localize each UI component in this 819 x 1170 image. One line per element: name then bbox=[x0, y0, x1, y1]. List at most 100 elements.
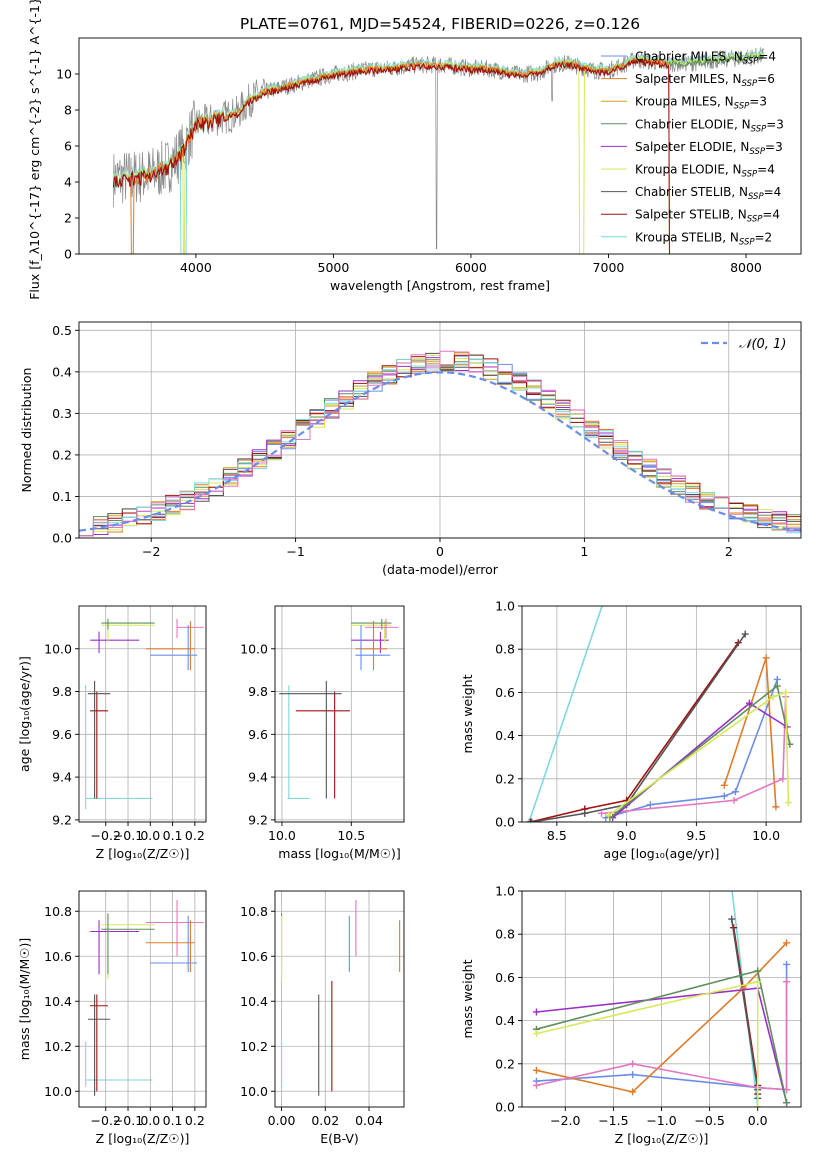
y-tick-label: 10.6 bbox=[240, 949, 268, 964]
weight-point-marker bbox=[598, 809, 606, 817]
y-tick-label: 0.4 bbox=[52, 364, 72, 379]
gaussian-curve bbox=[79, 371, 801, 532]
panel-residuals: 𝒩(0, 1) −2 −1 0 1 2 0.0 0.1 0.2 0.3 0.4 0.5 (data-mo… bbox=[19, 321, 802, 577]
legend-label: Chabrier ELODIE, NSSP=3 bbox=[635, 117, 784, 134]
y-tick-label: 9.6 bbox=[52, 727, 72, 742]
y-tick-label: 8 bbox=[64, 103, 72, 118]
weight-point-marker bbox=[782, 688, 790, 696]
y-tick-label: 0.8 bbox=[495, 642, 515, 657]
x-tick-label: 2 bbox=[725, 544, 733, 559]
x-tick-label: −2.0 bbox=[550, 1113, 580, 1128]
x-tick-label: −0.2 bbox=[91, 1113, 121, 1128]
y-tick-label: 0 bbox=[64, 247, 72, 262]
y-tick-label: 10 bbox=[56, 67, 72, 82]
y-axis-label: mass [log₁₀(M/M☉)] bbox=[17, 938, 32, 1060]
y-tick-label: 0.6 bbox=[495, 970, 515, 985]
weight-point-marker bbox=[741, 630, 749, 638]
legend-label: Kroupa STELIB, NSSP=2 bbox=[635, 230, 772, 247]
spectrum-model-line bbox=[112, 49, 765, 254]
y-tick-label: 1.0 bbox=[495, 884, 515, 899]
x-axis-label: mass [log₁₀(M/M☉)] bbox=[278, 846, 400, 861]
histogram-step bbox=[79, 350, 801, 537]
plot-area bbox=[79, 606, 206, 822]
x-tick-label: 0.04 bbox=[355, 1113, 383, 1128]
histogram-step bbox=[79, 352, 801, 537]
weight-point-marker bbox=[629, 1060, 637, 1068]
x-tick-label: −0.2 bbox=[91, 828, 121, 843]
y-tick-label: 0.0 bbox=[52, 531, 72, 546]
y-tick-label: 10.2 bbox=[44, 1039, 72, 1054]
weight-point-marker bbox=[604, 812, 612, 820]
axes-frame bbox=[274, 605, 405, 823]
x-tick-label: 7000 bbox=[593, 260, 625, 275]
weight-point-marker bbox=[754, 1103, 762, 1107]
x-tick-label: 1 bbox=[580, 544, 588, 559]
y-tick-label: 10.8 bbox=[44, 904, 72, 919]
weight-point-marker bbox=[773, 682, 781, 690]
legend-label: Kroupa ELODIE, NSSP=4 bbox=[635, 163, 775, 180]
weight-point-marker bbox=[754, 967, 762, 975]
y-tick-label: 0.3 bbox=[52, 406, 72, 421]
weight-point-marker bbox=[532, 1030, 540, 1038]
weight-point-marker bbox=[526, 818, 534, 822]
weight-point-marker bbox=[731, 788, 739, 796]
y-axis-label: Flux [f_λ10^{-17} erg cm^{-2} s^{-1} A^{… bbox=[27, 0, 42, 300]
x-tick-label: 0.2 bbox=[185, 828, 205, 843]
legend-label: 𝒩(0, 1) bbox=[739, 337, 786, 352]
x-tick-label: 10.5 bbox=[337, 828, 365, 843]
y-tick-label: 10.8 bbox=[240, 904, 268, 919]
x-tick-label: 0.0 bbox=[140, 828, 160, 843]
histogram-step bbox=[79, 352, 801, 537]
legend-label: Chabrier STELIB, NSSP=4 bbox=[635, 185, 781, 202]
x-tick-label: 0.00 bbox=[268, 1113, 296, 1128]
x-tick-label: 4000 bbox=[180, 260, 212, 275]
x-tick-label: −2 bbox=[142, 544, 160, 559]
y-tick-label: 0.2 bbox=[495, 771, 515, 786]
x-tick-label: 0.2 bbox=[185, 1113, 205, 1128]
weight-point-marker bbox=[720, 792, 728, 800]
weight-series-line bbox=[612, 702, 788, 819]
plot-area bbox=[275, 606, 404, 822]
weight-point-marker bbox=[783, 1099, 791, 1107]
y-tick-label: 0.0 bbox=[495, 1100, 515, 1115]
weight-point-marker bbox=[532, 1066, 540, 1074]
y-axis-label: mass weight bbox=[460, 674, 475, 753]
panel-mass_vs_Z: −0.2−0.10.0 0.1 0.2 10.0 10.2 10.4 10.6 10.8 Z [… bbox=[17, 890, 207, 1146]
x-tick-label: 10.0 bbox=[268, 828, 296, 843]
weight-point-marker bbox=[528, 818, 536, 822]
y-tick-label: 9.2 bbox=[248, 812, 268, 827]
y-tick-label: 0.1 bbox=[52, 489, 72, 504]
weight-point-marker bbox=[730, 796, 738, 804]
x-tick-label: 0.1 bbox=[163, 1113, 183, 1128]
x-tick-label: −0.5 bbox=[694, 1113, 724, 1128]
weight-point-marker bbox=[773, 675, 781, 683]
histogram-step bbox=[79, 358, 801, 537]
panel-spectrum: Chabrier MILES, NSSP=4 Salpeter MILES, NS… bbox=[27, 0, 802, 300]
x-tick-label: 0.0 bbox=[748, 1113, 768, 1128]
weight-series-line bbox=[608, 691, 790, 817]
y-tick-label: 0.5 bbox=[52, 323, 72, 338]
weight-point-marker bbox=[784, 799, 792, 807]
y-axis-label: mass weight bbox=[460, 959, 475, 1038]
panel-weight_vs_age: 8.5 9.0 9.5 10.0 0.0 0.2 0.4 0.6 0.8 1.0 age [log₁… bbox=[460, 599, 802, 861]
weight-series-line bbox=[531, 633, 746, 822]
x-axis-label: Z [log₁₀(Z/Z☉)] bbox=[96, 846, 190, 861]
x-axis-label: (data-model)/error bbox=[382, 562, 499, 577]
y-tick-label: 2 bbox=[64, 211, 72, 226]
weight-point-marker bbox=[754, 978, 762, 986]
y-tick-label: 0.2 bbox=[52, 447, 72, 462]
x-axis-label: Z [log₁₀(Z/Z☉)] bbox=[615, 1131, 709, 1146]
y-tick-label: 0.2 bbox=[495, 1056, 515, 1071]
plot-area bbox=[275, 891, 404, 1107]
legend-label: Salpeter MILES, NSSP=6 bbox=[635, 72, 775, 89]
weight-point-marker bbox=[728, 915, 736, 923]
x-tick-label: −0.1 bbox=[113, 1113, 143, 1128]
weight-point-marker bbox=[783, 939, 791, 947]
weight-point-marker bbox=[745, 699, 753, 707]
y-axis-label: Normed distribution bbox=[19, 368, 34, 493]
panel-age_vs_Z: −0.2−0.10.0 0.1 0.2 9.2 9.4 9.6 9.8 10.0 Z [log₁… bbox=[17, 605, 207, 861]
legend-label: Salpeter ELODIE, NSSP=3 bbox=[635, 140, 783, 157]
weight-point-marker bbox=[720, 781, 728, 789]
x-tick-label: −1.5 bbox=[598, 1113, 628, 1128]
y-tick-label: 9.8 bbox=[52, 684, 72, 699]
